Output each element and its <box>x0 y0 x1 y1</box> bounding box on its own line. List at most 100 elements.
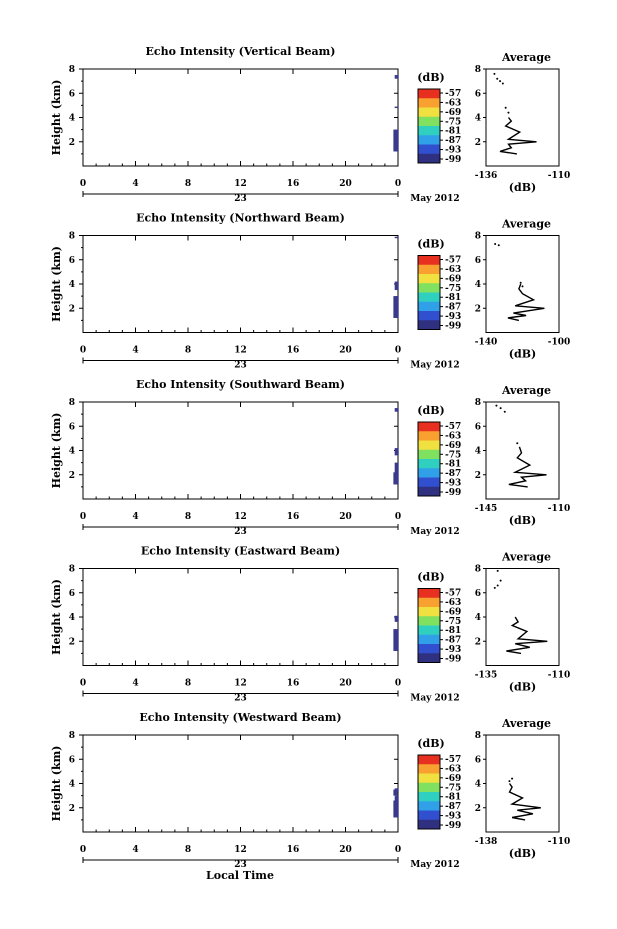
colorbar-band <box>418 98 440 108</box>
colorbar-tick-label: -63 <box>445 265 461 275</box>
y-axis-label: Height (km) <box>50 246 63 322</box>
avg-point <box>519 281 522 284</box>
avg-point <box>501 82 504 85</box>
x-tick-label: 8 <box>185 346 191 356</box>
x-tick-label: 20 <box>339 346 352 356</box>
date-day: 23 <box>234 361 247 371</box>
avg-y-tick-label: 8 <box>475 398 481 408</box>
avg-point <box>499 407 502 410</box>
avg-y-tick-label: 4 <box>475 280 481 290</box>
colorbar-tick-label: -75 <box>445 284 461 294</box>
panel-title: Echo Intensity (Northward Beam) <box>136 212 345 225</box>
month-year: May 2012 <box>410 361 459 371</box>
y-tick-label: 4 <box>69 114 75 124</box>
colorbar-tick-label: -57 <box>445 755 461 765</box>
avg-y-tick-label: 2 <box>475 637 481 647</box>
avg-x-tick-label: -135 <box>475 671 498 681</box>
colorbar-band <box>418 89 440 99</box>
echo-segment <box>394 129 399 152</box>
colorbar-tick-label: -81 <box>445 127 461 137</box>
avg-point <box>496 584 499 587</box>
x-tick-label: 0 <box>80 512 86 522</box>
colorbar-band <box>418 764 440 774</box>
x-tick-label: 16 <box>287 679 300 689</box>
y-tick-label: 6 <box>69 89 75 99</box>
echo-segment <box>394 281 399 291</box>
avg-y-tick-label: 2 <box>475 471 481 481</box>
avg-point <box>496 569 499 572</box>
month-year: May 2012 <box>410 860 459 870</box>
y-tick-label: 6 <box>69 755 75 765</box>
y-tick-label: 4 <box>69 780 75 790</box>
x-tick-label: 20 <box>339 679 352 689</box>
colorbar-tick-label: -81 <box>445 626 461 636</box>
avg-y-tick-label: 4 <box>475 114 481 124</box>
colorbar-tick-label: -69 <box>445 774 461 784</box>
y-tick-label: 6 <box>69 589 75 599</box>
colorbar-band <box>418 755 440 765</box>
avg-point <box>511 777 514 780</box>
colorbar-band <box>418 644 440 654</box>
plot-frame <box>82 568 399 666</box>
x-tick-label: 16 <box>287 845 300 855</box>
panel-title: Echo Intensity (Vertical Beam) <box>145 45 335 58</box>
colorbar-band <box>418 792 440 802</box>
colorbar-tick-label: -75 <box>445 783 461 793</box>
avg-point <box>516 442 519 445</box>
avg-point <box>494 242 497 245</box>
avg-y-tick-label: 6 <box>475 755 481 765</box>
colorbar-band <box>418 431 440 441</box>
colorbar-tick-label: -87 <box>445 469 461 479</box>
avg-y-tick-label: 4 <box>475 613 481 623</box>
avg-frame <box>485 734 560 833</box>
month-year: May 2012 <box>410 694 459 704</box>
colorbar-band <box>418 459 440 469</box>
x-tick-label: 0 <box>395 679 401 689</box>
colorbar-tick-label: -99 <box>445 821 461 831</box>
colorbar-band <box>418 625 440 636</box>
x-tick-label: 4 <box>132 679 138 689</box>
colorbar-tick-label: -87 <box>445 136 461 146</box>
colorbar-tick-label: -57 <box>445 422 461 432</box>
x-tick-label: 0 <box>395 179 401 189</box>
y-tick-label: 4 <box>69 613 75 623</box>
panel-1: Echo Intensity (Northward Beam) 2 4 6 8 0 4 8 12… <box>50 212 570 371</box>
colorbar-tick-label: -69 <box>445 108 461 118</box>
avg-title: Average <box>501 551 551 564</box>
echo-segment <box>394 106 399 109</box>
x-tick-label: 0 <box>80 679 86 689</box>
colorbar-tick-label: -75 <box>445 117 461 127</box>
x-tick-label: 0 <box>395 346 401 356</box>
colorbar-band <box>418 144 440 155</box>
panel-title: Echo Intensity (Southward Beam) <box>136 378 345 391</box>
colorbar-unit: (dB) <box>417 737 444 750</box>
echo-segment <box>394 462 399 485</box>
x-tick-label: 12 <box>234 512 247 522</box>
y-tick-label: 2 <box>69 471 75 481</box>
colorbar-tick-label: -63 <box>445 764 461 774</box>
avg-point <box>521 285 524 288</box>
colorbar-tick-label: -99 <box>445 322 461 332</box>
avg-y-tick-label: 8 <box>475 731 481 741</box>
x-tick-label: 4 <box>132 346 138 356</box>
colorbar-band <box>418 311 440 321</box>
colorbar-frame <box>417 255 441 330</box>
colorbar-tick-label: -57 <box>445 256 461 266</box>
avg-y-tick-label: 2 <box>475 138 481 148</box>
date-day: 23 <box>234 194 247 204</box>
colorbar-band <box>418 477 440 488</box>
avg-y-tick-label: 6 <box>475 589 481 599</box>
avg-y-tick-label: 4 <box>475 780 481 790</box>
colorbar-band <box>418 449 440 460</box>
colorbar-tick-label: -99 <box>445 488 461 498</box>
echo-segment <box>394 795 399 818</box>
x-tick-label: 4 <box>132 845 138 855</box>
echo-segment <box>394 75 399 79</box>
panel-2: Echo Intensity (Southward Beam) 2 4 6 8 0 4 8 12… <box>50 378 570 537</box>
avg-point <box>496 77 499 80</box>
colorbar-tick-label: -57 <box>445 89 461 99</box>
y-axis-label: Height (km) <box>50 746 63 822</box>
avg-x-unit: (dB) <box>509 348 536 361</box>
avg-frame <box>485 68 560 167</box>
avg-profile-line <box>499 117 537 155</box>
